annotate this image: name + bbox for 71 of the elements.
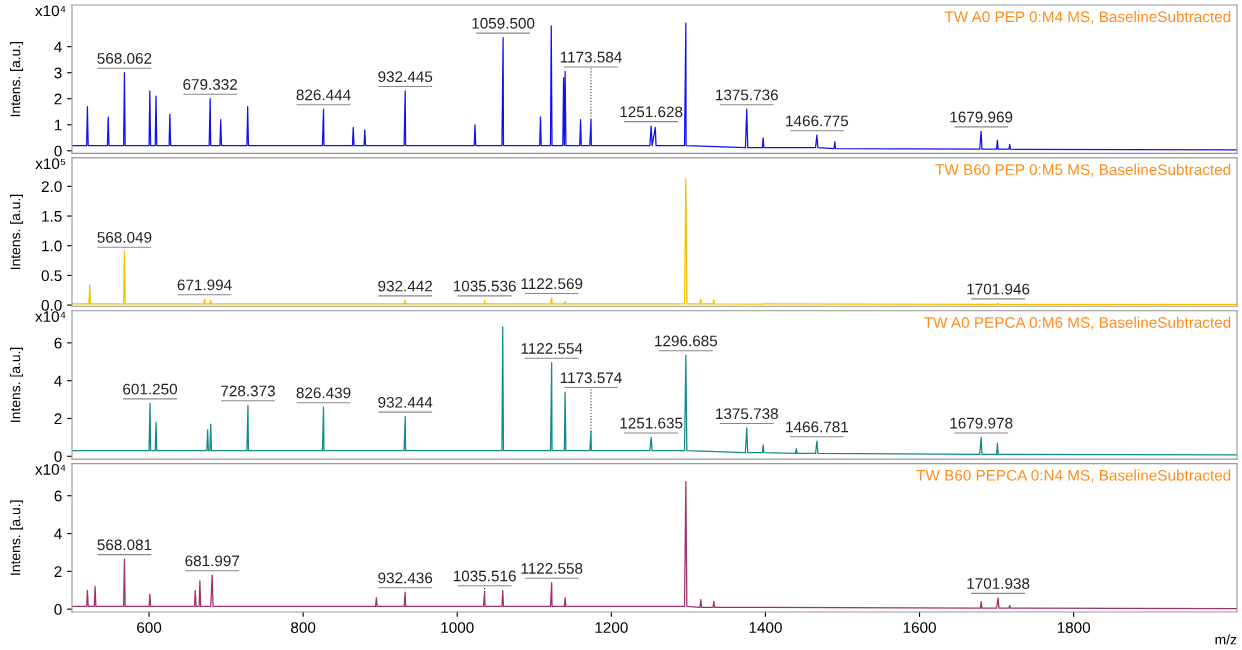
- annotation: 1679.978: [950, 417, 1013, 429]
- y-tick-label: 6: [54, 337, 62, 349]
- text: x10⁴: [35, 311, 66, 322]
- annotation: 681.997: [185, 555, 240, 567]
- annotation: 568.062: [97, 53, 152, 64]
- x-tick-label: 1000: [441, 622, 474, 633]
- chart-title: TW A0 PEP 0:M4 MS, BaselineSubtracted: [944, 10, 1231, 24]
- annotation: 1466.775: [786, 115, 849, 127]
- x-tick-label: 600: [137, 622, 162, 633]
- annotation: 826.444: [296, 89, 351, 101]
- y-tick-label: 2.0: [41, 181, 62, 193]
- y-axis-title: Intens. [a.u.]: [10, 347, 24, 422]
- annotation: 1122.558: [521, 563, 583, 574]
- annotation: 1375.736: [716, 89, 778, 101]
- text: x10⁴: [35, 5, 66, 17]
- annotation: 1173.574: [560, 372, 622, 384]
- annotation: 1701.946: [967, 283, 1030, 295]
- annotation: 1035.516: [453, 570, 516, 582]
- x-tick-label: 1200: [595, 622, 628, 633]
- annotation: 568.049: [97, 231, 152, 243]
- annotation: 728.373: [221, 385, 275, 397]
- x-tick-label: 1600: [903, 622, 936, 633]
- y-axis-title: Intens. [a.u.]: [10, 41, 24, 117]
- annotation: 1122.554: [521, 343, 583, 354]
- annotation: 1466.781: [786, 421, 849, 433]
- x-tick-label: 1800: [1057, 622, 1091, 633]
- annotation: 1251.635: [620, 417, 683, 429]
- annotation: 1375.738: [716, 408, 778, 420]
- text: x10⁵: [35, 158, 66, 170]
- y-tick-label: 2: [54, 413, 62, 425]
- y-tick-label: 4: [54, 528, 62, 540]
- x-axis-title: m/z: [1215, 634, 1237, 645]
- chart-title: TW B60 PEPCA 0:N4 MS, BaselineSubtracted: [916, 469, 1231, 483]
- y-tick-label: 0: [54, 145, 62, 157]
- chart-title: TW A0 PEPCA 0:M6 MS, BaselineSubtracted: [924, 316, 1231, 330]
- annotation: 1035.536: [453, 280, 516, 292]
- y-tick-label: 1: [54, 119, 62, 131]
- annotation: 1059.500: [472, 17, 535, 29]
- y-tick-label: 0: [54, 451, 62, 462]
- y-tick-label: 4: [54, 375, 62, 387]
- y-axis-title: Intens. [a.u.]: [10, 500, 24, 575]
- y-tick-label: 1.5: [42, 211, 62, 222]
- y-tick-label: 2: [54, 93, 62, 105]
- annotation: 1251.628: [620, 106, 683, 118]
- y-tick-label: 1.0: [42, 240, 62, 252]
- y-tick-label: 0.0: [41, 299, 62, 311]
- y-tick-label: 4: [54, 41, 62, 53]
- annotation: 568.081: [97, 539, 152, 551]
- annotation: 932.444: [378, 396, 433, 408]
- annotation: 826.439: [296, 387, 351, 399]
- y-tick-label: 6: [54, 490, 62, 502]
- annotation: 1701.938: [967, 578, 1030, 589]
- chart-title: TW B60 PEP 0:M5 MS, BaselineSubtracted: [935, 163, 1231, 177]
- annotation: 932.445: [378, 71, 433, 83]
- text: x10⁴: [35, 463, 66, 475]
- annotation: 1296.685: [655, 335, 718, 347]
- y-tick-label: 0.5: [41, 270, 62, 282]
- y-tick-label: 3: [54, 67, 62, 79]
- x-tick-label: 800: [291, 622, 316, 633]
- annotation: 671.994: [177, 279, 232, 291]
- y-tick-label: 2: [54, 566, 62, 577]
- y-axis-title: Intens. [a.u.]: [10, 194, 24, 269]
- x-tick-label: 1400: [749, 622, 782, 633]
- annotation: 1679.969: [950, 111, 1013, 123]
- annotation: 679.332: [183, 79, 238, 90]
- annotation: 932.442: [378, 280, 433, 292]
- y-tick-label: 0: [54, 604, 62, 615]
- annotation: 1173.584: [560, 51, 622, 63]
- annotation: 1122.569: [521, 278, 583, 290]
- annotation: 932.436: [378, 572, 433, 584]
- annotation: 601.250: [123, 383, 178, 395]
